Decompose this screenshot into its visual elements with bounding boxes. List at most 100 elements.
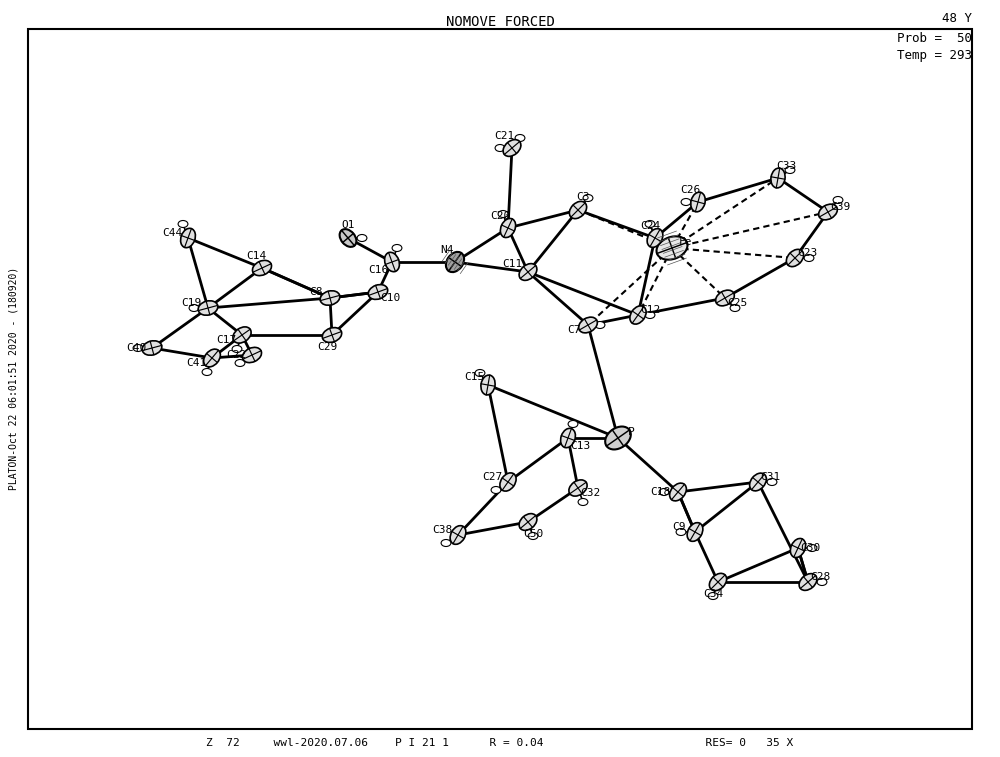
Ellipse shape <box>804 254 814 261</box>
Ellipse shape <box>659 488 669 496</box>
Ellipse shape <box>450 525 466 544</box>
Text: C11: C11 <box>502 259 522 269</box>
Text: C27: C27 <box>482 472 502 482</box>
Text: C21: C21 <box>494 131 514 141</box>
Ellipse shape <box>500 219 516 238</box>
Ellipse shape <box>561 428 575 447</box>
Ellipse shape <box>670 483 686 501</box>
Text: C17: C17 <box>216 335 236 345</box>
Text: C30: C30 <box>800 543 820 553</box>
Ellipse shape <box>817 578 827 585</box>
Text: Temp = 293: Temp = 293 <box>897 48 972 61</box>
Text: C7: C7 <box>567 325 581 335</box>
Ellipse shape <box>142 341 162 355</box>
Ellipse shape <box>583 195 593 201</box>
Ellipse shape <box>519 263 537 280</box>
Ellipse shape <box>657 236 687 260</box>
Ellipse shape <box>503 139 521 157</box>
Ellipse shape <box>252 260 272 276</box>
Text: C10: C10 <box>380 293 400 303</box>
Ellipse shape <box>676 528 686 535</box>
Ellipse shape <box>500 473 516 491</box>
Text: C38: C38 <box>432 525 452 535</box>
Text: C19: C19 <box>181 298 201 308</box>
Ellipse shape <box>528 532 538 540</box>
Ellipse shape <box>833 197 843 204</box>
Ellipse shape <box>340 229 356 247</box>
Ellipse shape <box>498 210 508 217</box>
Ellipse shape <box>730 304 740 311</box>
Ellipse shape <box>819 204 837 220</box>
Text: C39: C39 <box>830 202 850 212</box>
Text: C14: C14 <box>246 251 266 261</box>
Text: C22: C22 <box>226 350 246 360</box>
Ellipse shape <box>357 235 367 241</box>
Ellipse shape <box>645 220 655 228</box>
Text: C50: C50 <box>523 529 543 539</box>
Ellipse shape <box>495 145 505 151</box>
Ellipse shape <box>687 522 703 541</box>
Text: O1: O1 <box>341 220 355 230</box>
Ellipse shape <box>578 499 588 506</box>
Ellipse shape <box>322 328 342 342</box>
Text: C41: C41 <box>186 358 206 368</box>
Ellipse shape <box>579 317 597 333</box>
Text: C29: C29 <box>317 342 337 352</box>
Ellipse shape <box>481 375 495 395</box>
Text: C23: C23 <box>797 248 817 258</box>
Text: C16: C16 <box>368 265 388 275</box>
Text: C12: C12 <box>640 305 660 315</box>
Text: C20: C20 <box>490 211 510 221</box>
Ellipse shape <box>368 285 388 300</box>
Ellipse shape <box>799 574 817 590</box>
Text: P: P <box>628 427 634 437</box>
Ellipse shape <box>242 347 262 363</box>
Text: C25: C25 <box>727 298 747 308</box>
Text: C26: C26 <box>680 185 700 195</box>
Ellipse shape <box>446 252 464 272</box>
Ellipse shape <box>181 229 195 248</box>
Ellipse shape <box>691 192 705 212</box>
Ellipse shape <box>133 344 143 351</box>
Ellipse shape <box>568 420 578 428</box>
Text: C33: C33 <box>776 161 796 171</box>
Ellipse shape <box>647 229 663 248</box>
Ellipse shape <box>771 168 785 188</box>
Text: N4: N4 <box>440 245 454 255</box>
Ellipse shape <box>202 369 212 375</box>
Ellipse shape <box>716 290 734 306</box>
Ellipse shape <box>790 538 806 558</box>
Ellipse shape <box>178 220 188 228</box>
Text: C18: C18 <box>650 487 670 497</box>
Text: C3: C3 <box>576 192 590 202</box>
Ellipse shape <box>786 249 804 266</box>
Ellipse shape <box>708 593 718 600</box>
Ellipse shape <box>569 480 587 496</box>
Text: C15: C15 <box>464 372 484 382</box>
Text: C31: C31 <box>760 472 780 482</box>
Ellipse shape <box>605 426 631 450</box>
Ellipse shape <box>515 135 525 142</box>
Text: C40: C40 <box>126 343 146 353</box>
Ellipse shape <box>204 349 220 367</box>
Ellipse shape <box>608 435 618 441</box>
Text: C32: C32 <box>580 488 600 498</box>
Text: 48 Y: 48 Y <box>942 11 972 24</box>
Ellipse shape <box>385 252 399 272</box>
Ellipse shape <box>785 167 795 173</box>
Ellipse shape <box>681 198 691 205</box>
Ellipse shape <box>198 301 218 315</box>
Text: Fe: Fe <box>678 237 692 247</box>
Ellipse shape <box>320 291 340 305</box>
Ellipse shape <box>392 245 402 251</box>
Text: C28: C28 <box>810 572 830 582</box>
Ellipse shape <box>519 514 537 531</box>
Ellipse shape <box>767 478 777 485</box>
Ellipse shape <box>807 544 817 552</box>
Ellipse shape <box>235 360 245 366</box>
Text: C13: C13 <box>570 441 590 451</box>
Ellipse shape <box>189 304 199 311</box>
Text: C24: C24 <box>640 221 660 231</box>
Text: C9: C9 <box>672 522 686 532</box>
Ellipse shape <box>232 345 242 353</box>
